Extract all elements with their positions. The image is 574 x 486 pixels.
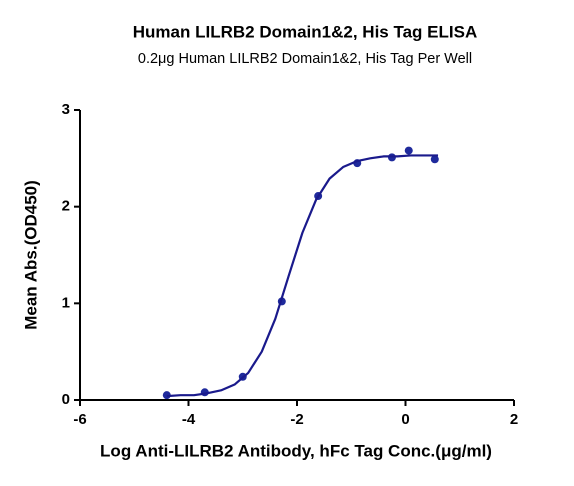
data-point [430, 155, 439, 164]
x-tick-label: -6 [73, 411, 86, 428]
x-tick-label: 0 [401, 411, 409, 428]
x-tick-label: -4 [182, 411, 196, 428]
y-axis-label: Mean Abs.(OD450) [21, 180, 40, 330]
y-tick-label: 2 [62, 198, 70, 215]
fit-curve [166, 154, 439, 398]
x-tick-label: -2 [290, 411, 303, 428]
chart-subtitle: 0.2μg Human LILRB2 Domain1&2, His Tag Pe… [138, 51, 472, 67]
y-tick-label: 1 [62, 294, 70, 311]
y-tick-label: 3 [62, 101, 70, 118]
data-point [404, 146, 413, 155]
chart-title: Human LILRB2 Domain1&2, His Tag ELISA [133, 22, 477, 41]
x-tick-label: 2 [510, 411, 518, 428]
y-tick-label: 0 [62, 391, 70, 408]
x-axis-label: Log Anti-LILRB2 Antibody, hFc Tag Conc.(… [100, 441, 492, 460]
